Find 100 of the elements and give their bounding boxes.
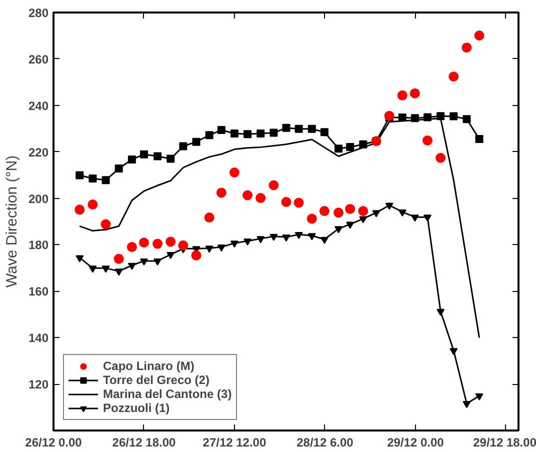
point [102, 266, 110, 273]
point [268, 180, 279, 190]
point [334, 226, 343, 234]
y-tick-label: 280 [28, 6, 49, 20]
point [205, 131, 214, 140]
y-tick-label: 240 [28, 98, 49, 113]
y-tick-label: 160 [28, 284, 49, 299]
y-tick-label: 200 [28, 192, 49, 206]
point [128, 262, 136, 270]
point [244, 238, 252, 246]
point [204, 212, 214, 223]
point [230, 240, 238, 248]
point [179, 142, 188, 150]
point [114, 268, 123, 276]
point [100, 219, 111, 230]
point [217, 244, 226, 252]
point [319, 206, 330, 216]
point [166, 236, 176, 247]
point [88, 174, 97, 183]
point [450, 348, 458, 356]
point [282, 234, 290, 242]
point [450, 112, 458, 120]
y-tick-label: 120 [28, 378, 49, 392]
point [320, 236, 328, 244]
point [462, 401, 471, 408]
point [102, 176, 110, 184]
point [294, 232, 303, 240]
point [128, 155, 136, 164]
x-tick-label: 27/12 12.00 [202, 436, 266, 450]
point [372, 210, 380, 218]
point [126, 242, 137, 252]
point [74, 204, 85, 215]
legend-label: Marina del Cantone (3) [103, 387, 232, 401]
point [294, 198, 304, 208]
x-tick-label: 28/12 6.00 [296, 436, 354, 450]
legend-label: Torre del Greco (2) [103, 373, 210, 387]
point [359, 216, 368, 224]
point [281, 197, 292, 207]
point [308, 233, 316, 240]
point [256, 129, 265, 138]
point [475, 393, 484, 400]
point [436, 308, 445, 316]
point [474, 30, 484, 40]
point [462, 115, 471, 124]
point [384, 110, 394, 121]
point [475, 135, 484, 144]
point [256, 236, 265, 244]
point [462, 42, 472, 53]
point [306, 214, 317, 224]
point [270, 128, 278, 137]
point [154, 258, 162, 266]
point [114, 254, 124, 264]
y-tick-label: 140 [28, 331, 49, 346]
point [216, 188, 226, 198]
point [308, 124, 316, 133]
point [358, 206, 368, 216]
point [244, 130, 252, 138]
point [320, 128, 328, 136]
point [436, 152, 446, 163]
y-axis-title: Wave Direction (°N) [3, 155, 20, 288]
y-tick-label: 260 [28, 52, 49, 66]
point [230, 129, 238, 138]
legend-label: Pozzuoli (1) [103, 401, 170, 415]
point [140, 150, 148, 158]
point [114, 164, 123, 173]
point [334, 144, 343, 153]
point [152, 238, 163, 249]
point [410, 214, 419, 222]
y-tick-label: 180 [28, 238, 49, 252]
x-tick-label: 29/12 0.00 [387, 436, 444, 450]
point [334, 208, 344, 218]
point [346, 222, 354, 229]
point [154, 152, 162, 160]
point [88, 266, 97, 273]
point [398, 209, 406, 217]
point [397, 90, 408, 100]
point [166, 154, 175, 163]
point [345, 204, 356, 214]
point [385, 202, 394, 210]
point [217, 126, 226, 134]
point [346, 142, 354, 151]
point [178, 240, 188, 250]
point [448, 72, 459, 82]
x-tick-label: 29/12 18.00 [473, 436, 536, 450]
x-tick-label: 26/12 0.00 [25, 436, 82, 450]
point [191, 250, 202, 260]
point [205, 246, 214, 253]
x-tick-label: 26/12 18.00 [112, 436, 176, 450]
legend-label: Capo Linaro (M) [103, 359, 194, 373]
point [88, 200, 98, 210]
point [166, 252, 175, 260]
point [270, 234, 278, 241]
point [192, 138, 200, 146]
point [282, 124, 290, 132]
point [76, 171, 84, 180]
point [140, 258, 148, 266]
point [294, 124, 303, 133]
point [410, 88, 420, 98]
point [229, 168, 240, 178]
point [256, 193, 266, 204]
